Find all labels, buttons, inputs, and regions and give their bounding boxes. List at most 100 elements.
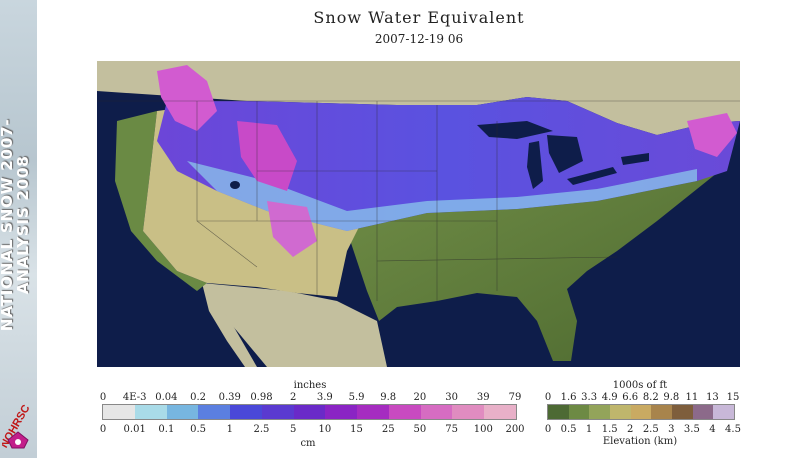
elevation-km-tick: 1 [585,424,593,435]
elevation-km-tick: 0.5 [560,424,577,435]
snow-inches-tick: 79 [508,392,522,403]
elevation-legend-swatch [713,405,735,419]
snow-legend-swatch [103,405,135,419]
snow-cm-tick: 50 [413,424,427,435]
snow-inches-tick: 30 [445,392,458,403]
page-title: Snow Water Equivalent [313,8,525,27]
lowland-west [115,111,207,291]
snow-inches-tick: 39 [476,392,490,403]
elevation-legend-swatch [548,405,569,419]
elevation-legend-swatch [589,405,611,419]
snow-inches-tick: 9.8 [380,392,397,403]
snow-light-edge [187,161,697,231]
elevation-ft-tick: 3.3 [581,392,598,403]
snow-cm-tick: 1 [226,424,233,435]
elevation-legend-swatch [630,405,652,419]
snow-inches-tick: 20 [413,392,427,403]
sidebar-title-line2: ANALYSIS 2008 [14,155,32,295]
elevation-ft-tick: 0 [544,392,552,403]
snow-legend-swatch [261,405,294,419]
nohrsc-logo: NOHRSC [2,403,33,450]
snow-cm-tick: 5 [289,424,297,435]
elevation-legend-swatch [610,405,631,419]
snow-heavy-colorado [267,201,317,257]
elevation-km-tick: 2.5 [642,424,659,435]
elevation-ft-tick: 8.2 [642,392,659,403]
snow-map [97,61,740,367]
date-subtitle: 2007-12-19 06 [374,32,464,46]
snow-legend-swatch [325,405,358,419]
elevation-legend-colorbar [547,404,735,420]
snow-legend-swatch [134,405,167,419]
sidebar-banner: NATIONAL SNOW 2007- ANALYSIS 2008 NOHRSC [0,0,37,458]
snow-cm-tick: 200 [505,424,525,435]
canada-land [97,61,740,135]
elevation-ft-tick: 9.8 [663,392,680,403]
snow-inches-tick: 2 [289,392,297,403]
elevation-ft-tick: 6.6 [622,392,639,403]
snow-cm-tick: 0.01 [123,424,146,435]
lake-huron [547,135,583,173]
elevation-km-tick: 4 [709,424,716,435]
snow-cm-tick: 75 [445,424,458,435]
elevation-ft-tick: 11 [685,392,699,403]
state-borders [97,100,740,301]
snow-heavy-northeast [687,113,737,157]
elevation-legend-bottom-label: Elevation (km) [602,436,678,447]
snow-inches-tick: 0.98 [250,392,273,403]
elevation-ft-tick: 1.6 [560,392,577,403]
snow-cm-tick: 100 [473,424,493,435]
snow-cm-tick: 10 [318,424,332,435]
elevation-km-tick: 1.5 [601,424,618,435]
elevation-km-tick: 2 [627,424,634,435]
elevation-legend-swatch [651,405,673,419]
snow-legend-swatch [484,405,516,419]
elevation-legend-swatch [692,405,714,419]
elevation-km-tick: 3.5 [683,424,700,435]
baja-land [202,283,257,367]
snow-inches-tick: 3.9 [316,392,333,403]
great-salt-lake [230,181,240,189]
snow-legend-swatch [230,405,262,419]
snow-legend-swatch [293,405,326,419]
elevation-legend-top-label: 1000s of ft [612,380,668,391]
lake-michigan [527,141,543,189]
snow-inches-tick: 4E-3 [122,392,147,403]
elevation-km-tick: 0 [544,424,552,435]
elevation-legend-swatch [672,405,693,419]
elevation-ft-tick: 4.9 [601,392,618,403]
snow-inches-tick: 0.39 [218,392,241,403]
snow-cm-tick: 15 [350,424,363,435]
snow-cm-tick: 0 [99,424,107,435]
snow-legend-swatch [357,405,389,419]
snow-legend-swatch [420,405,453,419]
snow-legend-colorbar [102,404,517,420]
lake-erie [567,167,617,185]
snow-cm-tick: 0.5 [190,424,207,435]
snow-legend-bottom-label: cm [300,438,316,449]
snow-cm-tick: 2.5 [253,424,270,435]
lake-superior [477,121,553,139]
snow-legend-swatch [388,405,421,419]
snow-heavy-rockies [237,121,297,191]
elevation-km-tick: 3 [668,424,675,435]
snow-inches-tick: 0 [99,392,107,403]
elevation-legend-swatch [568,405,590,419]
elevation-km-tick: 4.5 [725,424,741,435]
snow-legend-swatch [452,405,485,419]
snow-legend-swatch [198,405,231,419]
sidebar-title-line1: NATIONAL SNOW 2007- [0,118,16,332]
snow-inches-tick: 0.04 [155,392,178,403]
snow-heavy-cascades [157,65,217,131]
sidebar-title: NATIONAL SNOW 2007- ANALYSIS 2008 [0,20,39,430]
mexico-land [202,283,387,367]
snow-legend-swatch [166,405,199,419]
snow-inches-tick: 0.2 [190,392,207,403]
elevation-ft-tick: 13 [706,392,719,403]
lowland-east [347,173,717,361]
snow-cm-tick: 25 [381,424,395,435]
snow-inches-tick: 5.9 [348,392,365,403]
elevation-ft-tick: 15 [726,392,740,403]
snow-cm-tick: 0.1 [158,424,175,435]
lake-ontario [621,153,649,165]
